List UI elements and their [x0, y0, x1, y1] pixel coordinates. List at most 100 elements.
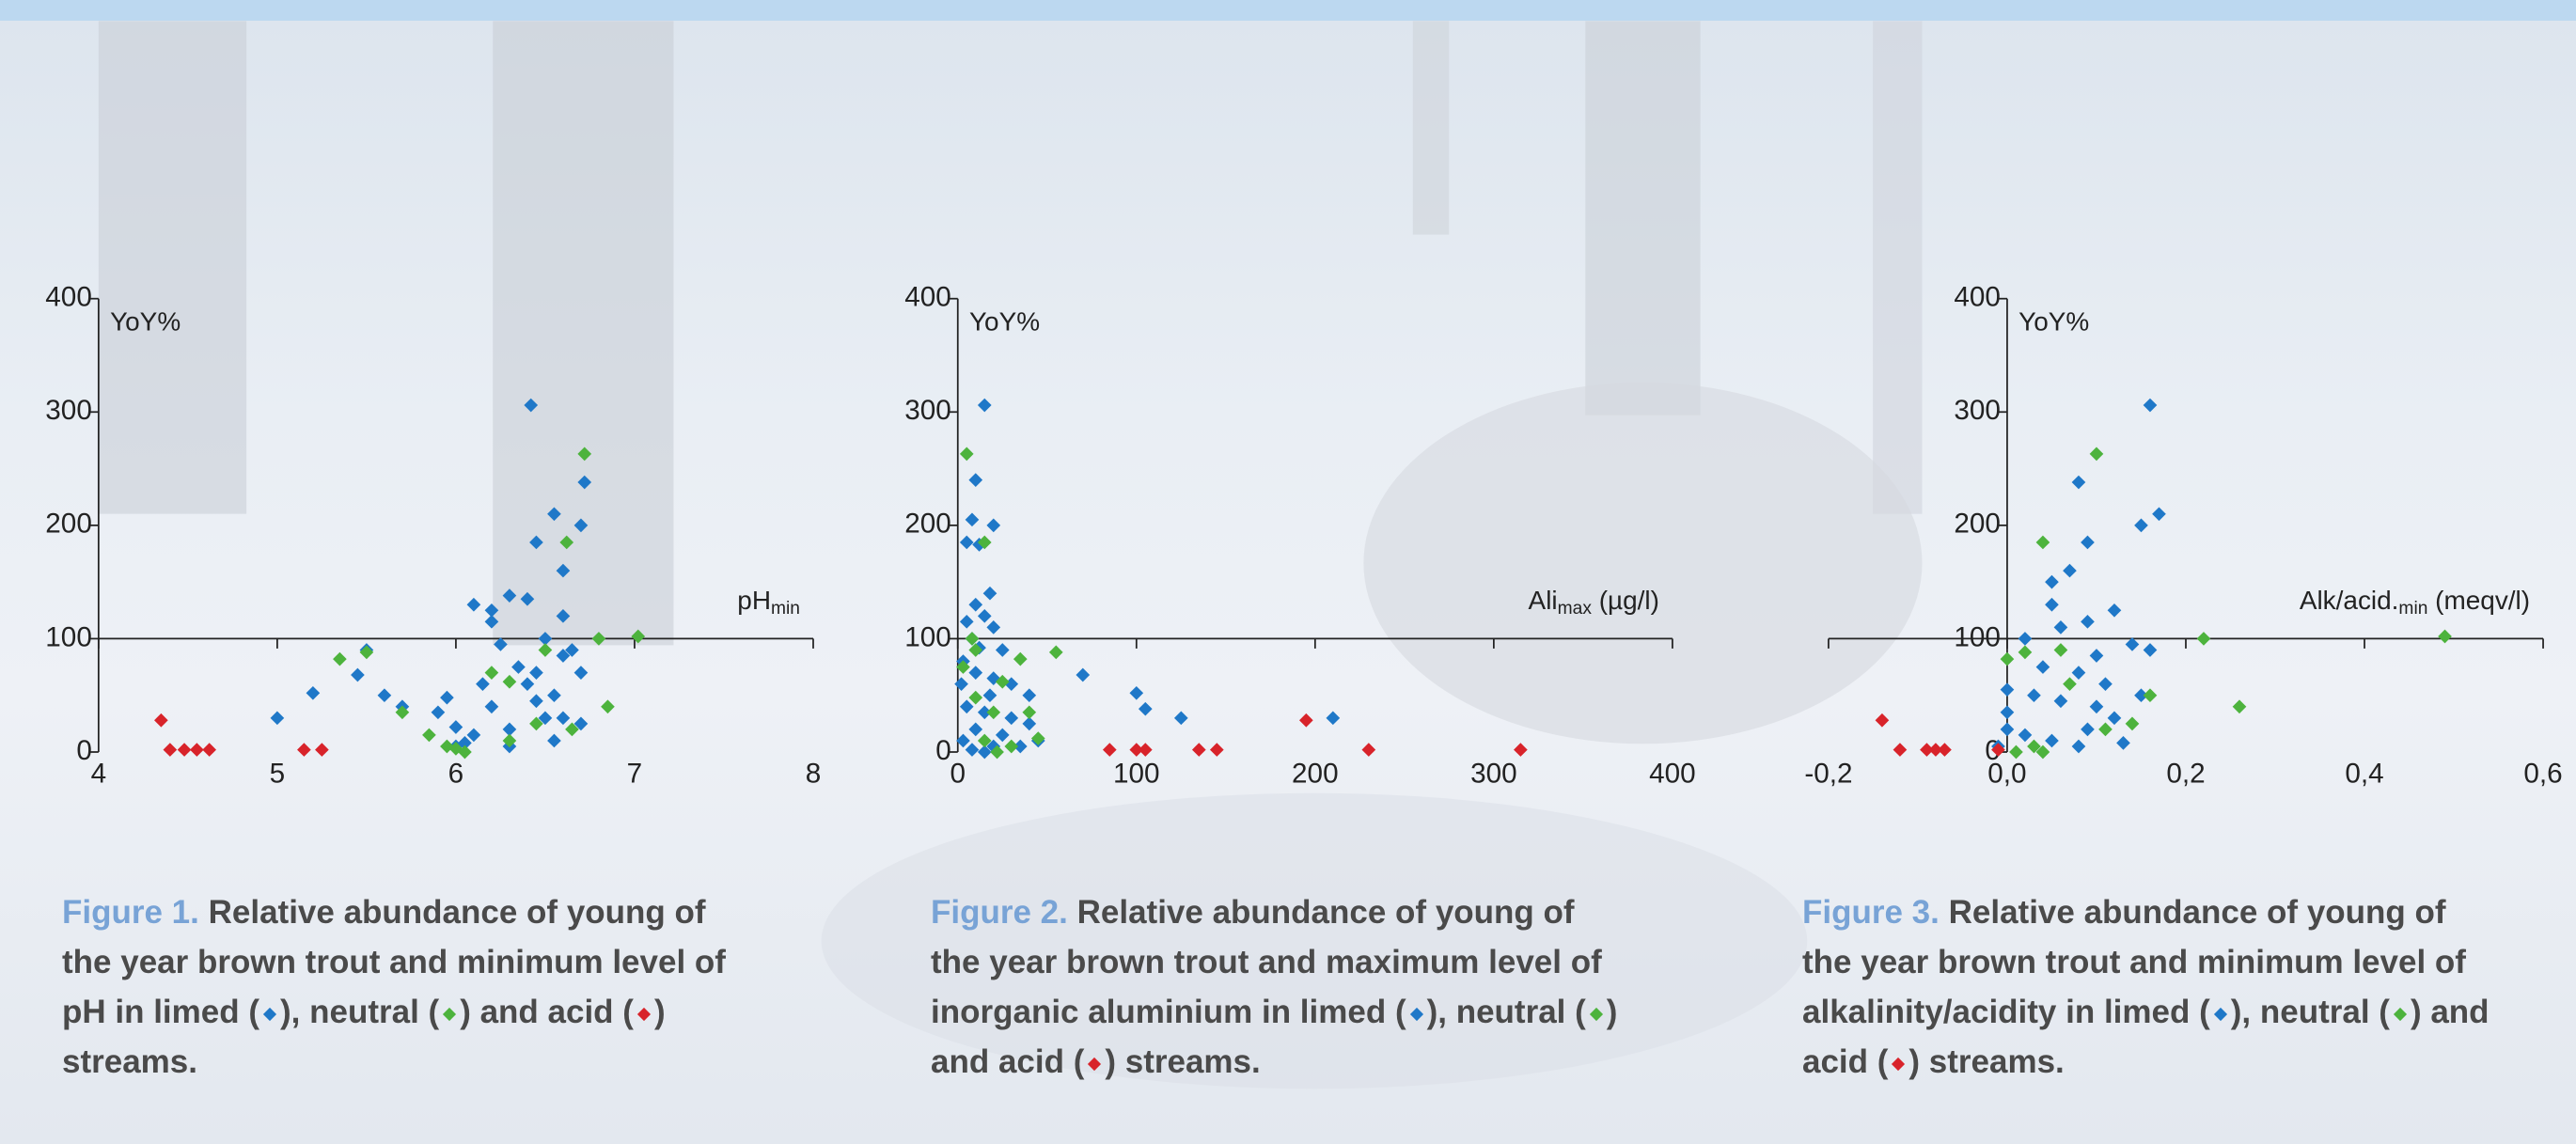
- x-tick-label: 8: [806, 758, 822, 789]
- caption-marker: [263, 1008, 276, 1021]
- point: [1129, 686, 1143, 700]
- point: [2018, 729, 2033, 743]
- figure-caption: Figure 1. Relative abundance of young of…: [62, 887, 833, 1087]
- point: [557, 564, 571, 578]
- chart: 0100200300400-0,20,00,20,40,6YoY%Alk/aci…: [1804, 282, 2562, 790]
- point: [2001, 723, 2015, 737]
- point: [2018, 632, 2033, 646]
- point: [521, 677, 535, 691]
- caption-label: Figure 1.: [62, 894, 199, 931]
- x-tick-label: 0,6: [2523, 758, 2562, 789]
- point: [190, 743, 204, 757]
- x-tick-label: 0,2: [2166, 758, 2205, 789]
- page: 010020030040045678YoY%pHmin0100200300400…: [0, 0, 2576, 1144]
- caption-marker: [1590, 1008, 1603, 1021]
- caption-marker: [1088, 1058, 1101, 1071]
- point: [996, 729, 1010, 743]
- caption-text: pH in limed (: [62, 994, 259, 1030]
- point: [467, 598, 481, 612]
- caption-line: acid ( ) streams.: [1802, 1037, 2573, 1087]
- point: [2054, 620, 2068, 635]
- point: [978, 609, 992, 623]
- x-tick-label: -0,2: [1804, 758, 1852, 789]
- x-tick-label: 100: [1113, 758, 1160, 789]
- point: [333, 652, 347, 666]
- point: [1031, 731, 1045, 745]
- point: [2001, 705, 2015, 719]
- caption-text: ) streams.: [1908, 1043, 2064, 1080]
- figure-caption: Figure 2. Relative abundance of young of…: [931, 887, 1702, 1087]
- point: [547, 507, 561, 521]
- point: [2152, 507, 2166, 521]
- y-tick-label: 300: [1954, 395, 2001, 426]
- caption-line: Figure 1. Relative abundance of young of: [62, 887, 833, 937]
- point: [2001, 682, 2015, 697]
- point: [960, 699, 974, 713]
- y-tick-label: 0: [76, 735, 92, 766]
- point: [440, 691, 454, 705]
- caption-text: ) streams.: [1105, 1043, 1260, 1080]
- point: [2081, 536, 2095, 550]
- x-tick-label: 7: [627, 758, 643, 789]
- point: [271, 711, 285, 725]
- x-axis-label-sub: min: [771, 599, 800, 619]
- point: [503, 588, 517, 603]
- point: [154, 713, 168, 728]
- point: [1299, 713, 1313, 728]
- point: [986, 620, 1000, 635]
- point: [2197, 632, 2211, 646]
- caption-marker: [637, 1008, 651, 1021]
- point: [592, 632, 606, 646]
- figure-caption: Figure 3. Relative abundance of young of…: [1802, 887, 2573, 1087]
- point: [1362, 743, 1376, 757]
- caption-marker: [1410, 1008, 1423, 1021]
- y-tick-label: 100: [1954, 621, 2001, 652]
- caption-line: streams.: [62, 1037, 833, 1087]
- point: [1004, 711, 1018, 725]
- point: [1049, 646, 1063, 660]
- point: [2108, 603, 2122, 618]
- x-axis-label-sub: max: [1558, 599, 1593, 619]
- point: [1326, 711, 1340, 725]
- point: [1876, 713, 1890, 728]
- y-tick-label: 100: [904, 621, 951, 652]
- point: [1139, 702, 1153, 716]
- point: [2233, 699, 2247, 713]
- point: [2045, 734, 2059, 748]
- point: [1022, 688, 1036, 702]
- point: [315, 743, 329, 757]
- caption-text: ) and acid (: [460, 994, 634, 1030]
- point: [2438, 630, 2452, 644]
- y-tick-label: 400: [1954, 282, 2001, 313]
- caption-text: ): [654, 994, 666, 1030]
- point: [2027, 688, 2041, 702]
- point: [1192, 743, 1206, 757]
- caption-text: Relative abundance of young of: [1949, 894, 2446, 931]
- caption-label: Figure 3.: [1802, 894, 1940, 931]
- point: [2126, 637, 2140, 651]
- x-axis-label-main: pH: [737, 586, 771, 615]
- caption-text: ), neutral (: [280, 994, 439, 1030]
- caption-text: acid (: [1802, 1043, 1888, 1080]
- point: [529, 666, 543, 680]
- point: [529, 694, 543, 708]
- x-axis-label: Alimax (µg/l): [1529, 586, 1659, 619]
- caption-text: the year brown trout and minimum level o…: [1802, 944, 2466, 980]
- y-tick-label: 200: [904, 509, 951, 540]
- point: [2001, 652, 2015, 666]
- x-axis-label-unit: (µg/l): [1592, 586, 1659, 615]
- caption-line: Figure 2. Relative abundance of young of: [931, 887, 1702, 937]
- point: [2090, 699, 2104, 713]
- point: [422, 729, 436, 743]
- point: [2144, 399, 2158, 413]
- point: [485, 666, 499, 680]
- point: [467, 729, 481, 743]
- point: [960, 447, 974, 462]
- point: [2009, 745, 2023, 760]
- chart: 01002003004000100200300400YoY%Alimax (µg…: [904, 282, 1695, 790]
- point: [2134, 519, 2148, 533]
- point: [494, 637, 508, 651]
- point: [521, 592, 535, 606]
- point: [601, 699, 615, 713]
- point: [351, 668, 365, 682]
